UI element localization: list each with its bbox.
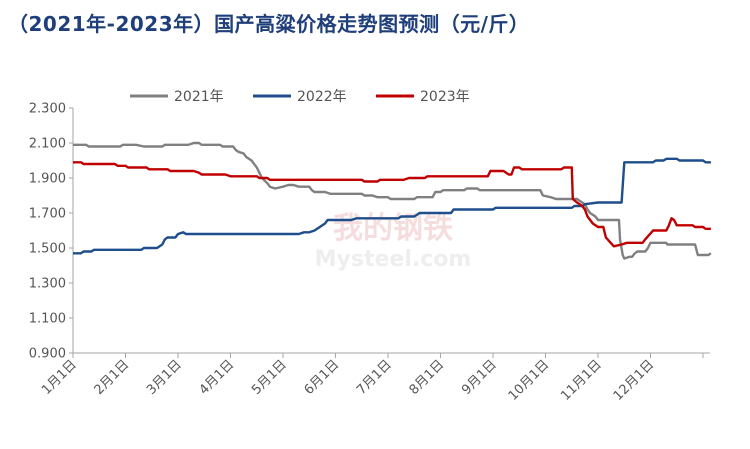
- x-tick-label: 11月1日: [558, 357, 605, 404]
- y-tick-label: 2.100: [29, 137, 66, 152]
- y-tick-label: 1.500: [29, 242, 66, 257]
- x-tick-label: 9月1日: [459, 357, 500, 398]
- legend-label-2023: 2023年: [420, 89, 470, 105]
- page-title: （2021年-2023年）国产高粱价格走势图预测（元/斤）: [8, 12, 530, 36]
- series-line-2022年: [73, 157, 711, 255]
- x-tick-label: 5月1日: [249, 357, 290, 398]
- y-tick-label: 2.300: [29, 102, 66, 117]
- watermark: 我的钢铁 Mysteel.com: [315, 211, 472, 272]
- x-tick-label: 6月1日: [302, 357, 343, 398]
- x-tick-label: 3月1日: [144, 357, 185, 398]
- x-tick-label: 1月1日: [39, 357, 80, 398]
- y-tick-label: 1.100: [29, 312, 66, 327]
- series-line-2021年: [73, 141, 712, 260]
- y-tick-label: 0.900: [29, 347, 66, 362]
- x-tick-label: 7月1日: [354, 357, 395, 398]
- x-tick-label: 2月1日: [92, 357, 133, 398]
- y-tick-label: 1.700: [29, 207, 66, 222]
- x-tick-label: 12月1日: [611, 357, 658, 404]
- watermark-en: Mysteel.com: [315, 247, 472, 272]
- legend-label-2021: 2021年: [174, 89, 224, 105]
- x-tick-label: 4月1日: [197, 357, 238, 398]
- watermark-cn: 我的钢铁: [333, 211, 453, 246]
- x-tick-label: 10月1日: [506, 357, 553, 404]
- x-tick-label: 8月1日: [407, 357, 448, 398]
- legend-label-2022: 2022年: [297, 89, 347, 105]
- y-tick-label: 1.900: [29, 172, 66, 187]
- series-line-2023年: [73, 161, 711, 248]
- y-tick-label: 1.300: [29, 277, 66, 292]
- series-group: [73, 141, 712, 260]
- legend: 2021年 2022年 2023年: [130, 89, 470, 105]
